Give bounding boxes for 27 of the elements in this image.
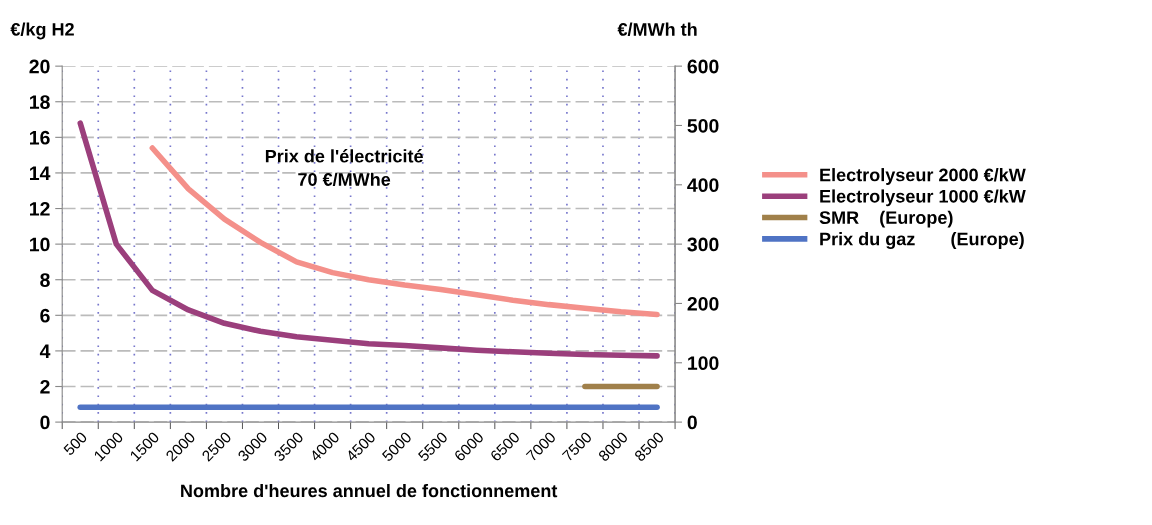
y2-tick-label: 600 [687,59,719,74]
legend-label: Electrolyseur 1000 €/kW [820,189,1026,207]
legend-label: Prix du gaz (Europe) [820,232,1024,249]
y-tick-label: 14 [30,166,51,180]
y-tick-label: 6 [40,308,50,323]
y-axis-title: €/kg H2 [10,22,74,40]
y2-tick-label: 400 [687,178,719,193]
y2-tick-label: 300 [687,237,719,252]
annotation: Prix de l'électricité 70 €/MWhe [265,149,423,187]
y2-axis-title: €/MWh th [617,22,697,36]
y-tick-label: 2 [40,379,50,394]
y-tick-label: 16 [30,130,50,145]
y2-tick-label: 500 [687,118,719,133]
y-tick-label: 12 [30,202,50,216]
legend-label: Electrolyseur 2000 €/kW [820,168,1026,185]
legend-label: SMR (Europe) [819,210,953,228]
y-tick-label: 0 [40,415,50,430]
y2-tick-label: 200 [687,296,719,311]
x-tick-label: 500 [62,431,88,456]
y-tick-label: 20 [29,59,50,74]
x-axis-title: Nombre d'heures annuel de fonctionnement [181,483,558,498]
y-tick-label: 10 [30,237,50,252]
y2-tick-label: 100 [688,356,719,371]
y-tick-label: 4 [39,344,51,358]
y-tick-label: 8 [40,273,50,287]
y2-tick-label: 0 [687,415,697,430]
y-tick-label: 18 [30,95,50,109]
